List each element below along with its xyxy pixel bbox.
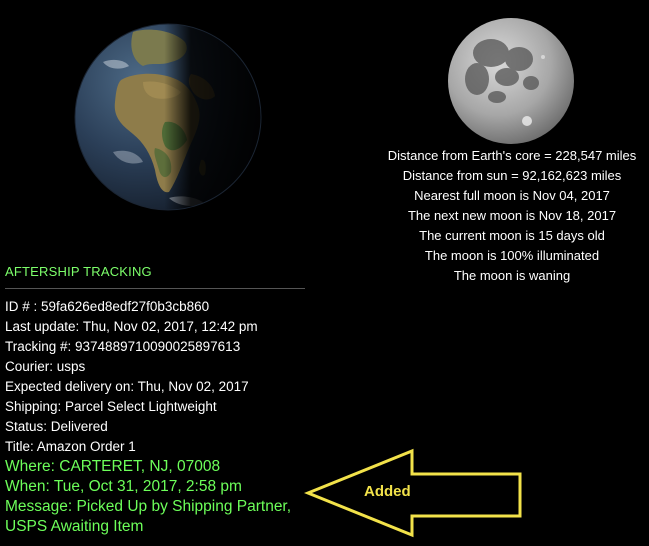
aftership-tracking-module: AFTERSHIP TRACKING ID # : 59fa626ed8edf2… (5, 264, 305, 537)
tracking-last-update: Last update: Thu, Nov 02, 2017, 12:42 pm (5, 319, 258, 334)
moon-phase-status: The moon is waning (453, 268, 571, 283)
moon-sun-distance: Distance from sun = 92,162,623 miles (402, 168, 622, 183)
moon-earth-distance: Distance from Earth's core = 228,547 mil… (387, 148, 637, 163)
moon-illumination: The moon is 100% illuminated (424, 248, 600, 263)
moon-age: The current moon is 15 days old (419, 228, 605, 243)
moon-nearest-full: Nearest full moon is Nov 04, 2017 (414, 188, 610, 203)
tracking-message: Message: Picked Up by Shipping Partner, (5, 498, 292, 515)
tracking-where: Where: CARTERET, NJ, 07008 (5, 458, 221, 475)
tracking-heading: AFTERSHIP TRACKING (5, 264, 152, 279)
heading-divider (5, 288, 305, 289)
annotation-arrow-icon (303, 448, 522, 538)
tracking-shipping: Shipping: Parcel Select Lightweight (5, 399, 217, 414)
moon-next-new: The next new moon is Nov 18, 2017 (407, 208, 617, 223)
tracking-message-cont: USPS Awaiting Item (5, 518, 144, 535)
tracking-number: Tracking #: 9374889710090025897613 (5, 339, 241, 354)
tracking-when: When: Tue, Oct 31, 2017, 2:58 pm (5, 478, 242, 495)
tracking-title: Title: Amazon Order 1 (5, 439, 136, 454)
tracking-courier: Courier: usps (5, 359, 86, 374)
earth-globe-icon (74, 23, 262, 211)
annotation-label: Added (364, 483, 411, 500)
tracking-expected-delivery: Expected delivery on: Thu, Nov 02, 2017 (5, 379, 249, 394)
moon-info-panel: Distance from Earth's core = 228,547 mil… (355, 146, 649, 286)
tracking-id: ID # : 59fa626ed8edf27f0b3cb860 (5, 299, 210, 314)
tracking-status: Status: Delivered (5, 419, 108, 434)
full-moon-icon (448, 18, 574, 144)
